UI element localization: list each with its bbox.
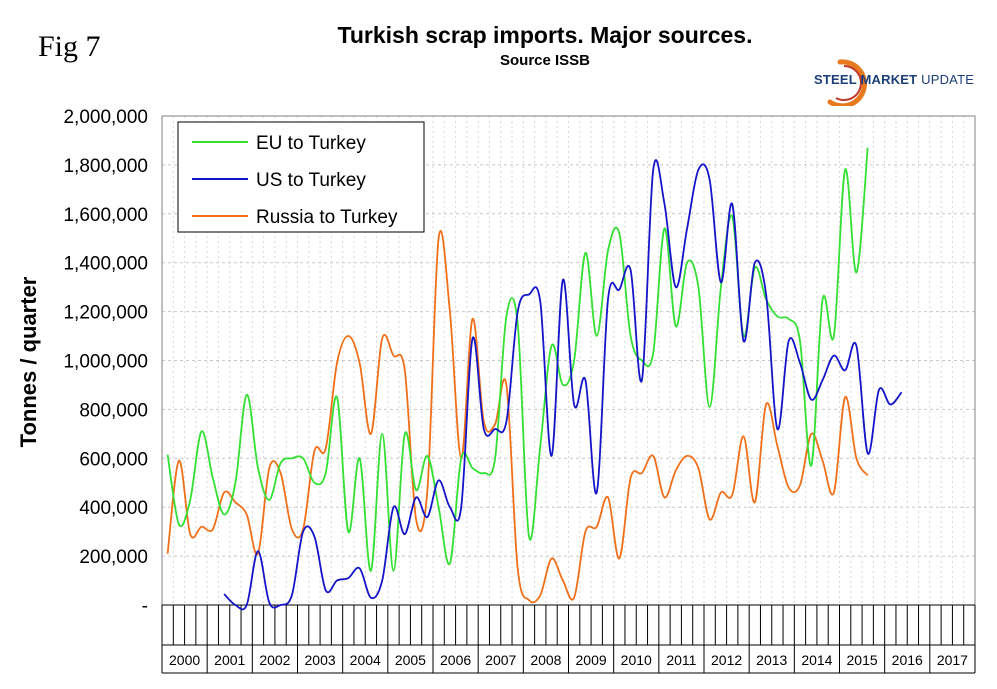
legend-box <box>177 121 425 233</box>
legend-label: EU to Turkey <box>256 133 366 154</box>
chart-legend: EU to Turkey US to Turkey Russia to Turkey <box>177 121 425 233</box>
logo-swoosh-icon <box>827 59 867 106</box>
x-tick-label: 2009 <box>576 652 607 668</box>
y-tick-label: 1,000,000 <box>63 352 148 373</box>
y-axis-label: Tonnes / quarter <box>16 276 41 447</box>
legend-label: US to Turkey <box>256 170 366 191</box>
y-tick-label: 2,000,000 <box>63 107 148 128</box>
x-tick-label: 2007 <box>485 652 516 668</box>
logo-word-market: MARKET <box>860 72 918 87</box>
x-tick-label: 2011 <box>666 652 696 668</box>
x-tick-label: 2002 <box>259 652 290 668</box>
figure-label: Fig 7 <box>38 30 101 63</box>
x-tick-label: 2017 <box>937 652 968 668</box>
x-tick-label: 2001 <box>214 652 245 668</box>
x-tick-label: 2004 <box>350 652 381 668</box>
y-tick-label: 400,000 <box>79 498 148 519</box>
x-tick-label: 2006 <box>440 652 471 668</box>
x-tick-label: 2012 <box>711 652 742 668</box>
y-axis-ticks: - 200,000 400,000 600,000 800,000 1,000,000 1,… <box>63 107 148 617</box>
x-tick-label: 2005 <box>395 652 426 668</box>
legend-label: Russia to Turkey <box>256 207 398 228</box>
series-line-0 <box>166 147 869 572</box>
y-tick-label: 200,000 <box>79 547 148 568</box>
x-tick-label: 2000 <box>169 652 200 668</box>
y-tick-label: 1,600,000 <box>63 205 148 226</box>
y-tick-label: - <box>142 596 148 617</box>
x-tick-label: 2003 <box>305 652 336 668</box>
y-tick-label: 1,800,000 <box>63 156 148 177</box>
y-tick-label: 1,200,000 <box>63 303 148 324</box>
y-tick-label: 600,000 <box>79 449 148 470</box>
steel-market-update-logo: STEEL MARKET UPDATE <box>800 56 980 106</box>
x-tick-label: 2014 <box>801 652 832 668</box>
x-tick-label: 2015 <box>847 652 878 668</box>
chart-title: Turkish scrap imports. Major sources. <box>337 22 753 48</box>
series-line-2 <box>166 229 869 604</box>
x-tick-label: 2010 <box>621 652 652 668</box>
chart-subtitle: Source ISSB <box>499 52 591 69</box>
series-line-1 <box>223 159 903 611</box>
x-tick-label: 2008 <box>530 652 561 668</box>
y-tick-label: 800,000 <box>79 400 148 421</box>
x-axis: 2000 2001 2002 2003 2004 2005 2006 2007 2008 2009… <box>161 604 976 674</box>
logo-word-update: UPDATE <box>921 72 975 87</box>
series-layer <box>166 147 903 611</box>
x-tick-label: 2016 <box>892 652 923 668</box>
logo-word-steel: STEEL <box>814 72 857 87</box>
y-tick-label: 1,400,000 <box>63 254 148 275</box>
x-tick-label: 2013 <box>756 652 787 668</box>
logo-text: STEEL MARKET UPDATE <box>814 72 974 87</box>
